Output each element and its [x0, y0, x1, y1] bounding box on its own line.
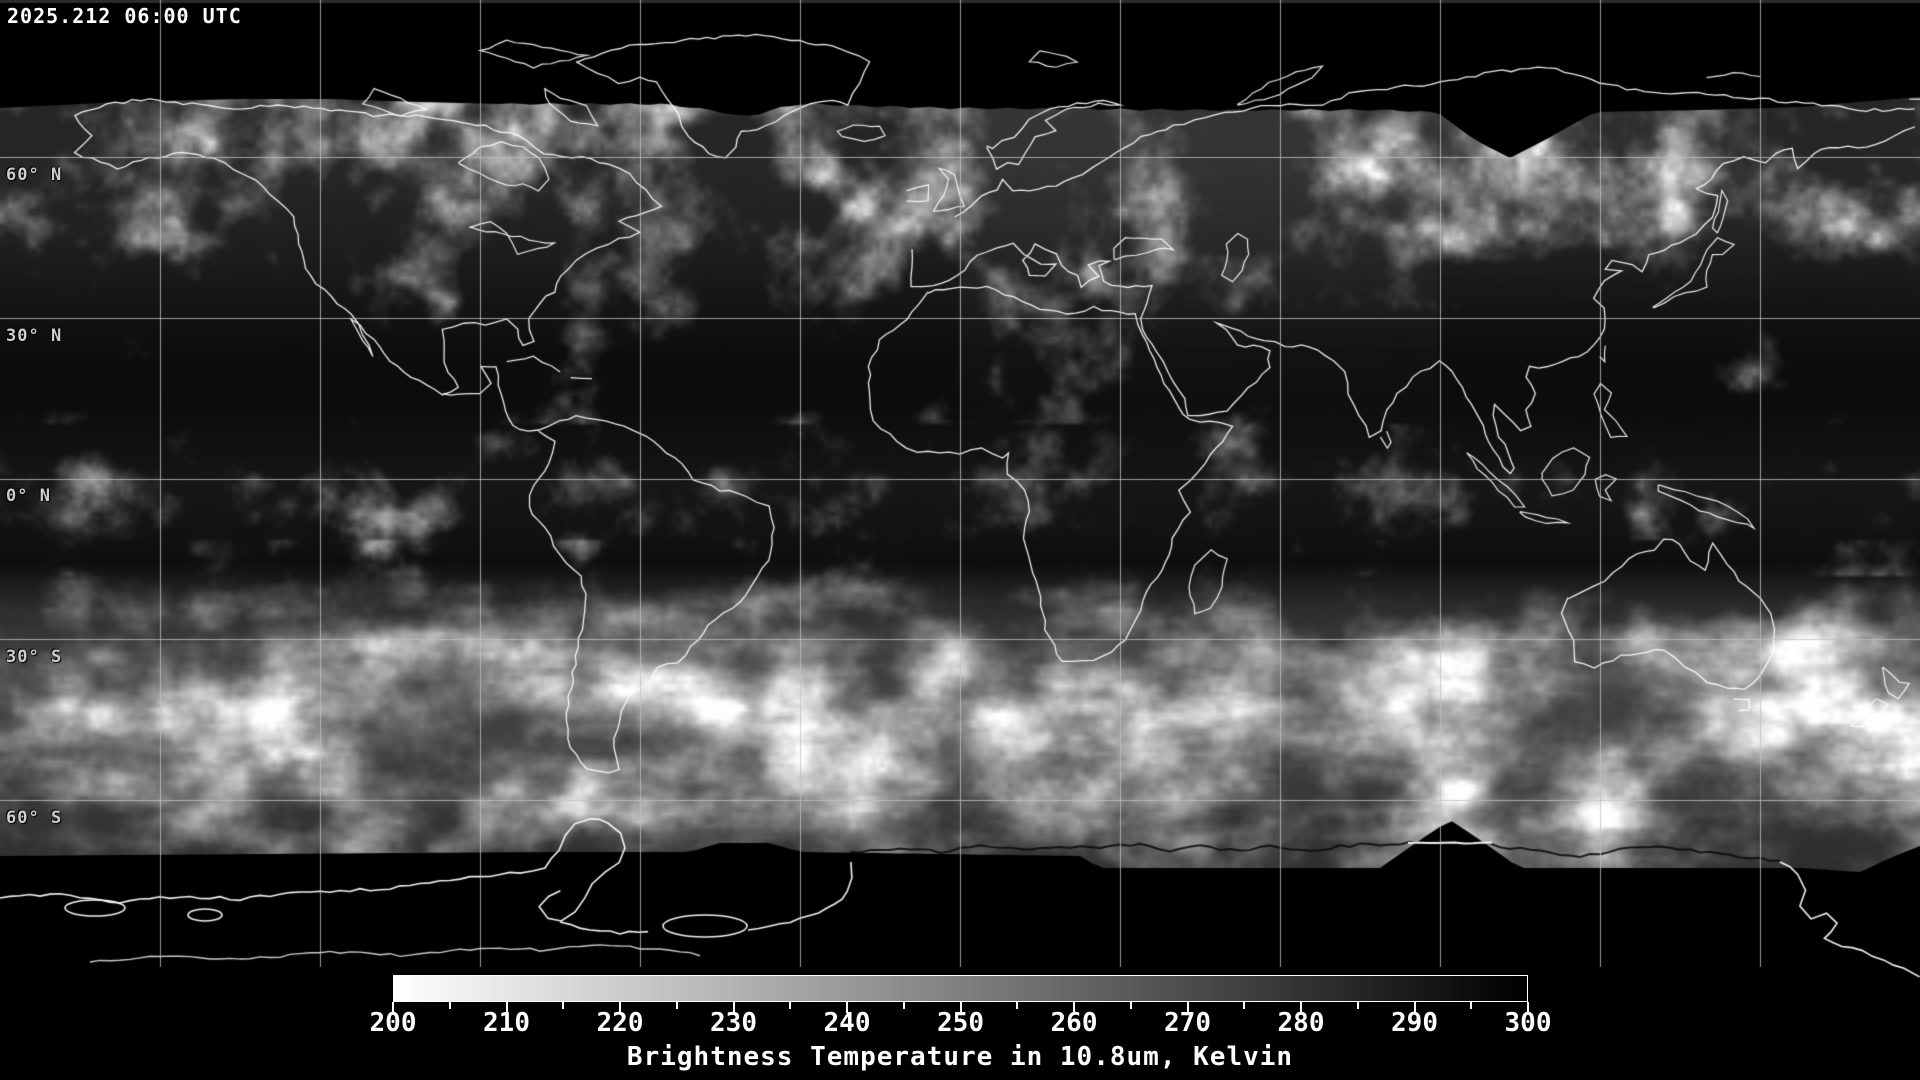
colorbar-tick [619, 1002, 621, 1013]
colorbar-tick-label: 240 [823, 1008, 871, 1038]
colorbar-tick [1073, 1002, 1075, 1013]
colorbar-tick [1356, 1002, 1359, 1009]
colorbar-title: Brightness Temperature in 10.8um, Kelvin [626, 1042, 1294, 1072]
colorbar-tick-label: 300 [1504, 1008, 1552, 1038]
colorbar-tick-label: 290 [1391, 1008, 1438, 1038]
colorbar-tick [1186, 1002, 1189, 1013]
colorbar-tick [1016, 1002, 1019, 1009]
colorbar-tick-label: 200 [369, 1008, 417, 1038]
latitude-label-30n: 30° N [6, 326, 63, 346]
colorbar-tick [1300, 1002, 1302, 1013]
colorbar-tick [846, 1002, 848, 1013]
colorbar-tick [675, 1002, 678, 1009]
latitude-label-60s: 60° S [6, 808, 63, 828]
colorbar-tick-label: 210 [483, 1008, 530, 1038]
colorbar-gradient [393, 975, 1528, 1002]
colorbar-tick-label: 230 [710, 1008, 757, 1038]
colorbar-tick-label: 270 [1164, 1008, 1211, 1038]
colorbar-tick [1413, 1002, 1416, 1013]
timestamp-label: 2025.212 06:00 UTC [7, 4, 242, 28]
colorbar-tick [562, 1002, 565, 1009]
latitude-label-0n: 0° N [6, 486, 51, 506]
latitude-label-30s: 30° S [6, 647, 63, 667]
colorbar-tick [732, 1002, 735, 1013]
colorbar-tick-label: 260 [1050, 1008, 1098, 1038]
colorbar-tick [505, 1002, 508, 1013]
colorbar-tick [1527, 1002, 1529, 1013]
colorbar-tick [1243, 1002, 1246, 1009]
colorbar-tick-label: 280 [1277, 1008, 1325, 1038]
colorbar-tick [789, 1002, 792, 1009]
latitude-label-60n: 60° N [6, 165, 63, 185]
colorbar-tick [1129, 1002, 1132, 1009]
colorbar-tick [392, 1002, 394, 1013]
colorbar-tick-label: 250 [937, 1008, 984, 1038]
colorbar-tick-label: 220 [596, 1008, 644, 1038]
colorbar-tick [1470, 1002, 1473, 1009]
colorbar-tick [959, 1002, 962, 1013]
colorbar-tick [902, 1002, 905, 1009]
colorbar-tick [448, 1002, 451, 1009]
